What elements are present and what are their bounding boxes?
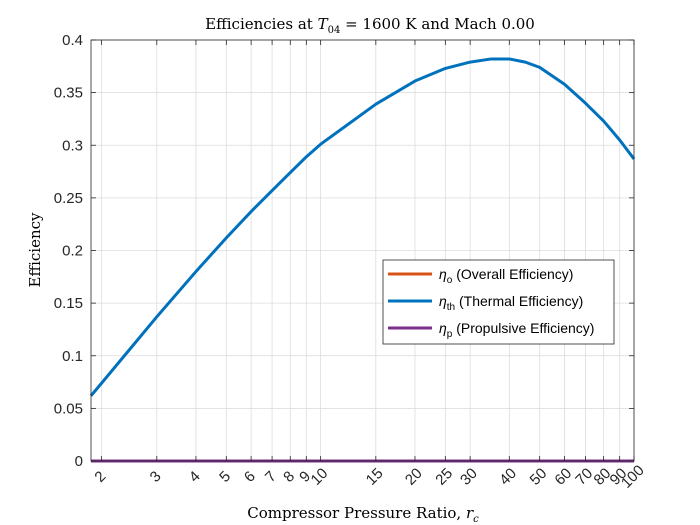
chart-title-variable: T bbox=[318, 15, 329, 33]
y-axis-label: Efficiency bbox=[26, 212, 44, 288]
y-tick-label: 0.3 bbox=[62, 137, 83, 154]
legend-entry-th: ηth (Thermal Efficiency) bbox=[439, 293, 583, 313]
y-tick-label: 0.4 bbox=[62, 32, 83, 49]
y-tick-label: 0.1 bbox=[62, 348, 83, 365]
legend-entry-o: ηo (Overall Efficiency) bbox=[439, 266, 573, 286]
chart-title-subscript: 04 bbox=[328, 25, 341, 36]
y-tick-label: 0.25 bbox=[54, 190, 83, 207]
y-tick-label: 0.2 bbox=[62, 243, 83, 260]
legend-entry-p: ηp (Propulsive Efficiency) bbox=[439, 320, 594, 340]
y-tick-label: 0.35 bbox=[54, 85, 83, 102]
chart-title-suffix: = 1600 K and Mach 0.00 bbox=[340, 15, 535, 33]
chart-title-prefix: Efficiencies at bbox=[205, 15, 317, 33]
y-tick-label: 0 bbox=[75, 453, 83, 470]
y-tick-label: 0.05 bbox=[54, 400, 83, 417]
x-axis-label-text: Compressor Pressure Ratio, bbox=[247, 504, 466, 522]
x-axis-label: Compressor Pressure Ratio, rc bbox=[247, 504, 479, 525]
series-line-th bbox=[89, 57, 636, 397]
x-axis-label-subscript: c bbox=[473, 514, 479, 525]
legend: ηo (Overall Efficiency) ηth (Thermal Effi… bbox=[382, 259, 615, 345]
y-tick-label: 0.15 bbox=[54, 295, 83, 312]
chart-title: Efficiencies at T04 = 1600 K and Mach 0.… bbox=[205, 15, 535, 36]
x-axis-label-variable: r bbox=[466, 504, 474, 522]
y-axis-ticks: 0 0.05 0.1 0.15 0.2 0.25 0.3 0.35 0.4 bbox=[54, 32, 634, 470]
